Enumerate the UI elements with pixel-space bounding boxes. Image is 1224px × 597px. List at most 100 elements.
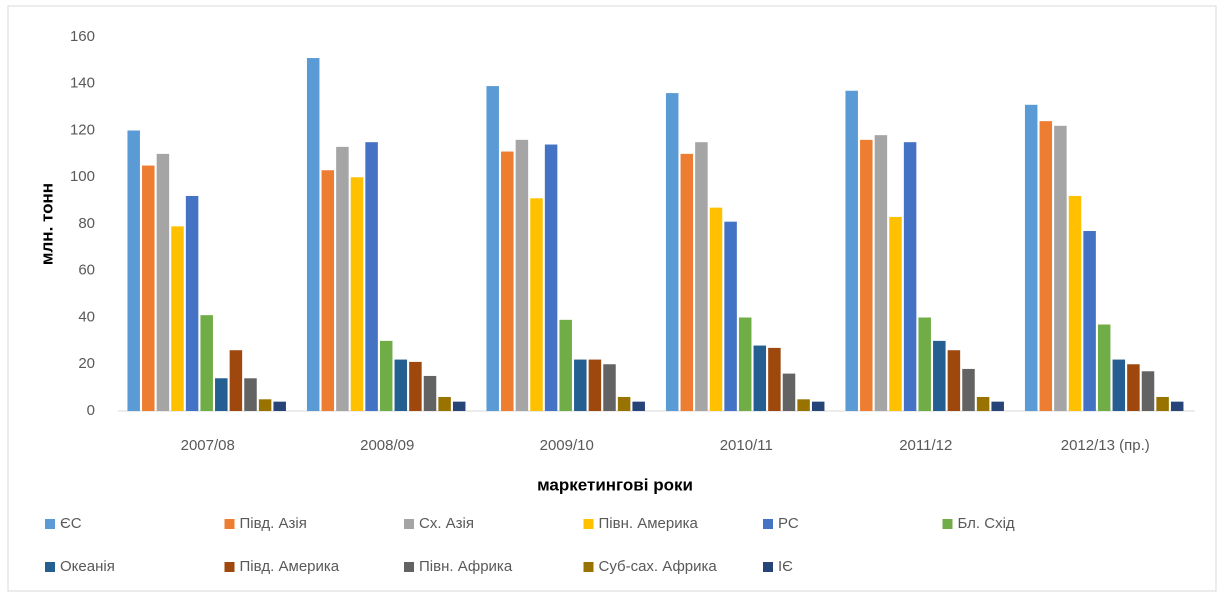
bar xyxy=(574,359,587,411)
bar xyxy=(991,401,1004,411)
bar xyxy=(423,375,437,411)
bar xyxy=(127,130,140,411)
bar xyxy=(200,315,213,411)
bar xyxy=(306,58,320,411)
legend-label: Сх. Азія xyxy=(419,515,474,532)
y-axis-title: млн. тонн xyxy=(37,183,56,265)
legend-swatch xyxy=(404,562,414,572)
bar xyxy=(1054,125,1067,411)
bar xyxy=(156,153,170,411)
legend-swatch xyxy=(224,519,235,529)
bar xyxy=(379,340,393,411)
bar xyxy=(452,401,466,411)
legend-label: Півд. Америка xyxy=(240,558,340,575)
bar xyxy=(1068,195,1082,411)
x-tick-label: 2008/09 xyxy=(360,437,414,454)
y-tick-label: 100 xyxy=(70,168,95,185)
bar xyxy=(738,317,752,411)
x-tick-label: 2012/13 (пр.) xyxy=(1061,437,1150,454)
bar xyxy=(632,401,645,411)
bar xyxy=(753,345,767,411)
legend-swatch xyxy=(583,519,594,529)
bar xyxy=(1170,401,1184,411)
bar xyxy=(665,93,679,411)
bar xyxy=(918,317,931,411)
bar xyxy=(768,347,781,411)
legend-swatch xyxy=(583,562,594,572)
bar xyxy=(215,378,228,411)
bar xyxy=(976,396,990,411)
x-tick-label: 2007/08 xyxy=(181,437,235,454)
bar xyxy=(394,359,408,411)
bar xyxy=(229,350,243,411)
x-tick-label: 2011/12 xyxy=(899,437,952,454)
bar xyxy=(258,399,272,411)
bar xyxy=(321,170,335,411)
x-tick-label: 2010/11 xyxy=(720,437,773,454)
bar xyxy=(617,396,631,411)
y-tick-label: 140 xyxy=(70,75,95,92)
legend-swatch xyxy=(763,519,773,529)
bar xyxy=(889,216,902,411)
x-tick-label: 2009/10 xyxy=(540,437,594,454)
legend-swatch xyxy=(224,562,235,572)
legend-swatch xyxy=(45,519,55,529)
bar xyxy=(1039,121,1053,412)
y-tick-label: 160 xyxy=(70,28,95,45)
bar xyxy=(350,177,364,411)
legend-label: Океанія xyxy=(60,558,115,575)
bar xyxy=(171,226,184,411)
legend-label: ІЄ xyxy=(778,558,793,575)
bar xyxy=(515,139,529,411)
bar xyxy=(1024,104,1038,411)
bar xyxy=(336,146,349,412)
bar xyxy=(947,350,961,411)
bar xyxy=(544,144,558,411)
legend-swatch xyxy=(942,519,953,529)
bar xyxy=(244,378,257,411)
bar xyxy=(1097,324,1111,411)
chart-border xyxy=(7,5,1217,592)
bar xyxy=(874,135,888,412)
bar xyxy=(603,364,616,411)
bar xyxy=(501,151,514,411)
bar xyxy=(709,207,723,411)
bar xyxy=(409,361,422,411)
legend-swatch xyxy=(763,562,773,572)
bar xyxy=(588,359,602,411)
bar xyxy=(695,142,708,411)
legend-label: Півн. Америка xyxy=(599,515,699,532)
bar xyxy=(962,368,975,411)
legend-label: Суб-сах. Африка xyxy=(599,558,718,575)
x-axis-title: маркетингові роки xyxy=(537,475,693,494)
bar xyxy=(1141,371,1155,411)
bar xyxy=(1127,364,1140,411)
bar xyxy=(903,142,917,411)
y-tick-label: 40 xyxy=(78,308,95,325)
bar xyxy=(365,142,378,411)
legend-swatch xyxy=(404,519,414,529)
bar xyxy=(559,319,572,411)
bar xyxy=(933,340,946,411)
y-tick-label: 120 xyxy=(70,121,95,138)
legend-label: Бл. Схід xyxy=(958,515,1015,532)
bar xyxy=(782,373,796,411)
y-tick-label: 60 xyxy=(78,262,95,279)
bar xyxy=(1156,396,1169,411)
bar xyxy=(1083,231,1096,411)
y-tick-label: 80 xyxy=(78,215,95,232)
y-tick-label: 0 xyxy=(87,402,95,419)
legend-swatch xyxy=(45,562,55,572)
bar xyxy=(811,401,825,411)
bar xyxy=(797,399,810,411)
bar xyxy=(142,165,155,411)
legend-label: Півн. Африка xyxy=(419,558,513,575)
bar xyxy=(486,86,499,412)
bar xyxy=(185,195,199,411)
bar xyxy=(1112,359,1126,411)
bar xyxy=(273,401,286,411)
bar xyxy=(530,198,543,411)
legend-label: ЄС xyxy=(60,515,82,532)
legend-label: Півд. Азія xyxy=(240,515,307,532)
